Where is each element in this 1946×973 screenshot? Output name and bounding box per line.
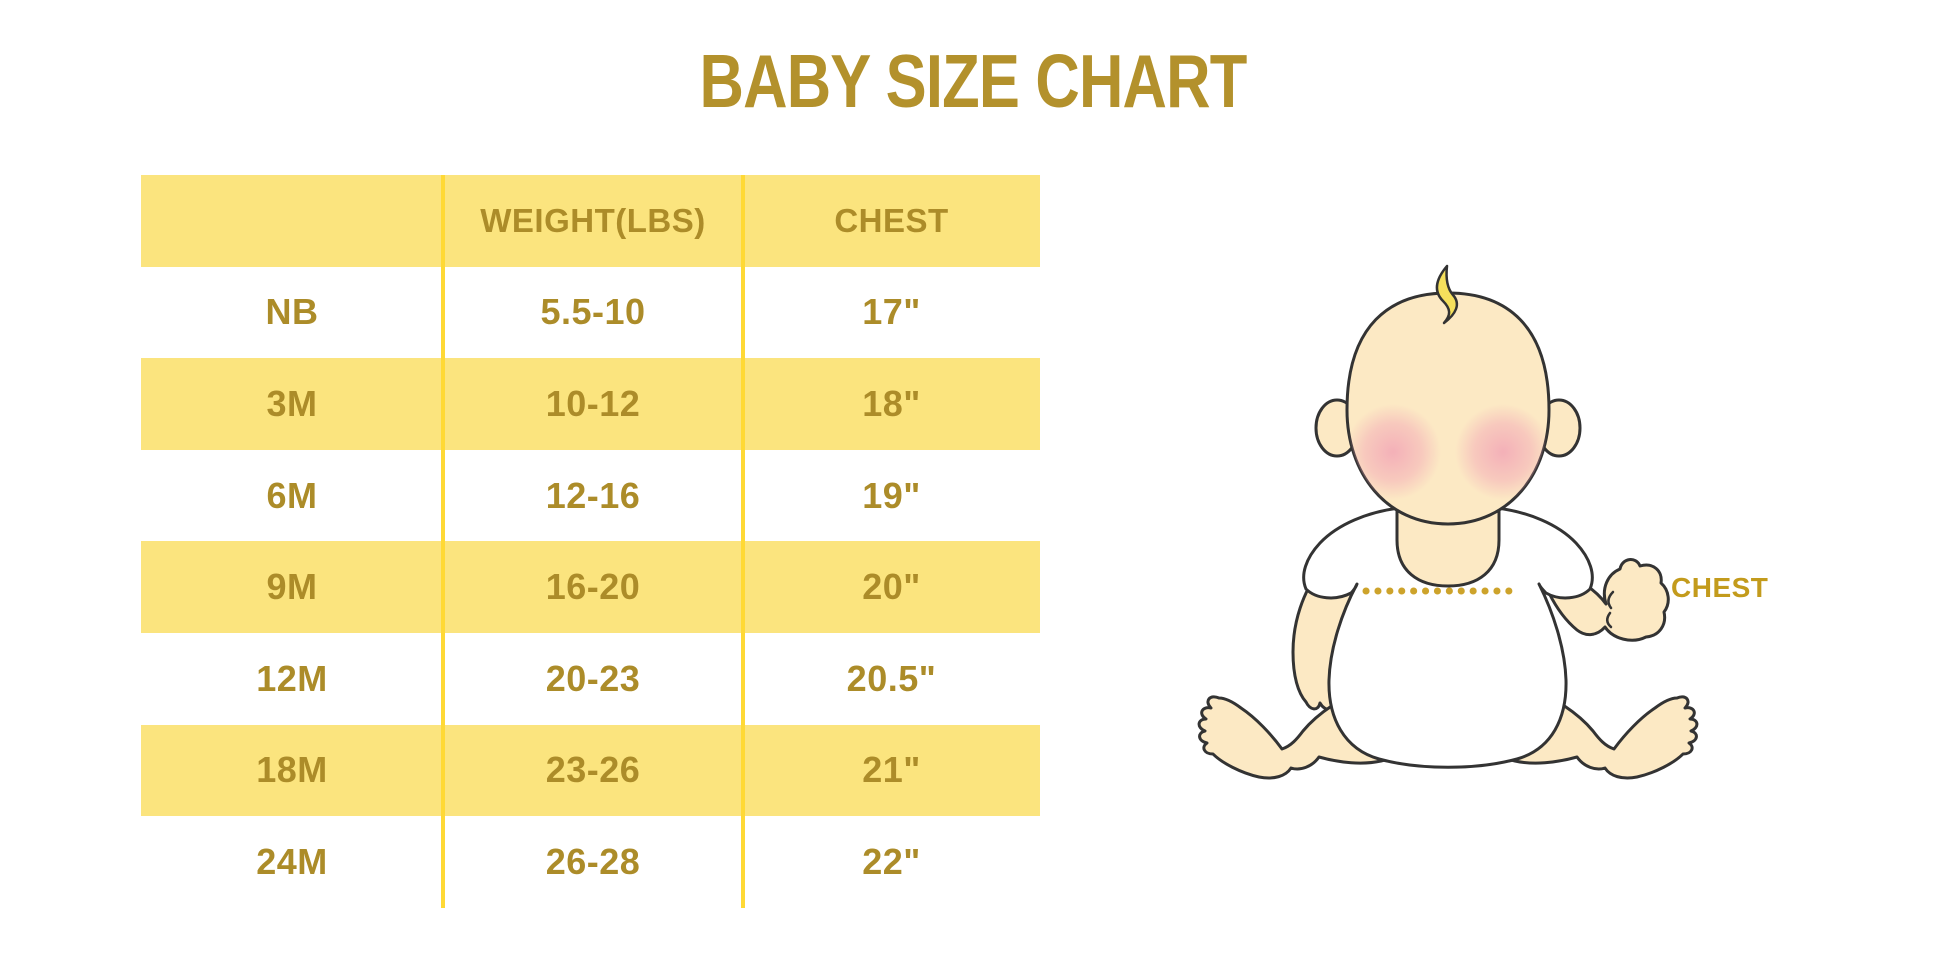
- chest-cell: 20": [862, 566, 921, 608]
- weight-cell: 16-20: [545, 566, 641, 608]
- table-row: 9M 16-20 20": [141, 541, 1040, 633]
- page-title: BABY SIZE CHART: [699, 39, 1248, 123]
- baby-hair-curl: [1435, 264, 1459, 325]
- table-row: 12M 20-23 20.5": [141, 633, 1040, 725]
- column-divider: [741, 175, 745, 908]
- size-table: WEIGHT(LBS) CHEST NB 5.5-10 17" 3M 10-12…: [141, 175, 1040, 908]
- weight-cell: 26-28: [545, 840, 641, 882]
- size-cell: 18M: [256, 749, 328, 791]
- fist-knuckle-lines: [1606, 590, 1615, 629]
- chest-measure-label: CHEST: [1671, 572, 1769, 603]
- chest-cell: 22": [862, 840, 921, 882]
- size-cell: 6M: [266, 474, 318, 516]
- chest-cell: 20.5": [846, 657, 937, 699]
- baby-blush-cheeks: [1347, 404, 1549, 500]
- chest-column-header: CHEST: [834, 202, 949, 240]
- baby-onesie: [1302, 506, 1594, 769]
- weight-cell: 10-12: [545, 382, 641, 424]
- chest-cell: 21": [862, 749, 921, 791]
- chest-cell: 19": [862, 474, 921, 516]
- weight-column-header: WEIGHT(LBS): [480, 202, 706, 240]
- chest-cell: 17": [862, 291, 921, 333]
- size-cell: 24M: [256, 840, 328, 882]
- size-cell: NB: [265, 291, 319, 333]
- baby-illustration: [1197, 264, 1699, 780]
- table-row: 6M 12-16 19": [141, 450, 1040, 542]
- table-header-row: WEIGHT(LBS) CHEST: [141, 175, 1040, 267]
- weight-cell: 12-16: [545, 474, 641, 516]
- table-row: NB 5.5-10 17": [141, 267, 1040, 359]
- size-cell: 12M: [256, 657, 328, 699]
- size-cell: 9M: [266, 566, 318, 608]
- table-row: 24M 26-28 22": [141, 816, 1040, 908]
- weight-cell: 20-23: [545, 657, 641, 699]
- size-cell: 3M: [266, 382, 318, 424]
- weight-cell: 23-26: [545, 749, 641, 791]
- table-row: 18M 23-26 21": [141, 724, 1040, 817]
- weight-cell: 5.5-10: [540, 291, 646, 333]
- column-divider: [441, 175, 445, 908]
- table-row: 3M 10-12 18": [141, 358, 1040, 450]
- chest-cell: 18": [862, 382, 921, 424]
